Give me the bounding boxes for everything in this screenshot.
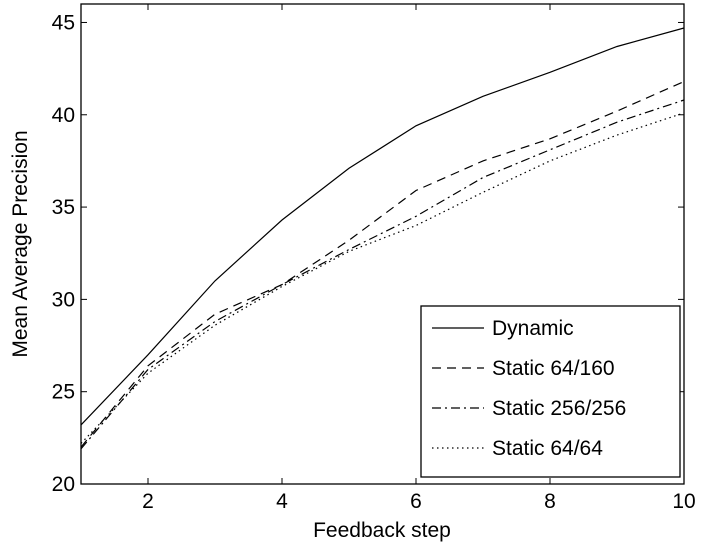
y-tick-label: 45 [52, 11, 75, 34]
x-tick-label: 10 [672, 490, 695, 513]
plot-frame [80, 3, 685, 485]
x-tick-label: 8 [544, 490, 556, 513]
legend: Dynamic Static 64/160 Static 256/256 Static… [420, 305, 681, 478]
legend-label-2: Static 256/256 [492, 397, 626, 420]
series-line-2 [80, 99, 685, 450]
series-line-1 [80, 80, 685, 448]
series-line-0 [80, 27, 685, 426]
legend-label-0: Dynamic [492, 317, 574, 340]
legend-label-1: Static 64/160 [492, 357, 615, 380]
y-tick-label: 40 [52, 104, 75, 127]
series-lines [80, 27, 685, 450]
x-tick-label: 2 [142, 490, 154, 513]
y-tick-label: 25 [52, 381, 75, 404]
x-tick-label: 4 [276, 490, 288, 513]
x-axis-title: Feedback step [313, 519, 451, 542]
legend-box [420, 305, 681, 478]
y-axis-title: Mean Average Precision [9, 130, 32, 357]
x-tick-label: 6 [410, 490, 422, 513]
y-tick-label: 20 [52, 473, 75, 496]
legend-label-3: Static 64/64 [492, 437, 603, 460]
y-tick-label: 30 [52, 288, 75, 311]
y-tick-label: 35 [52, 196, 75, 219]
